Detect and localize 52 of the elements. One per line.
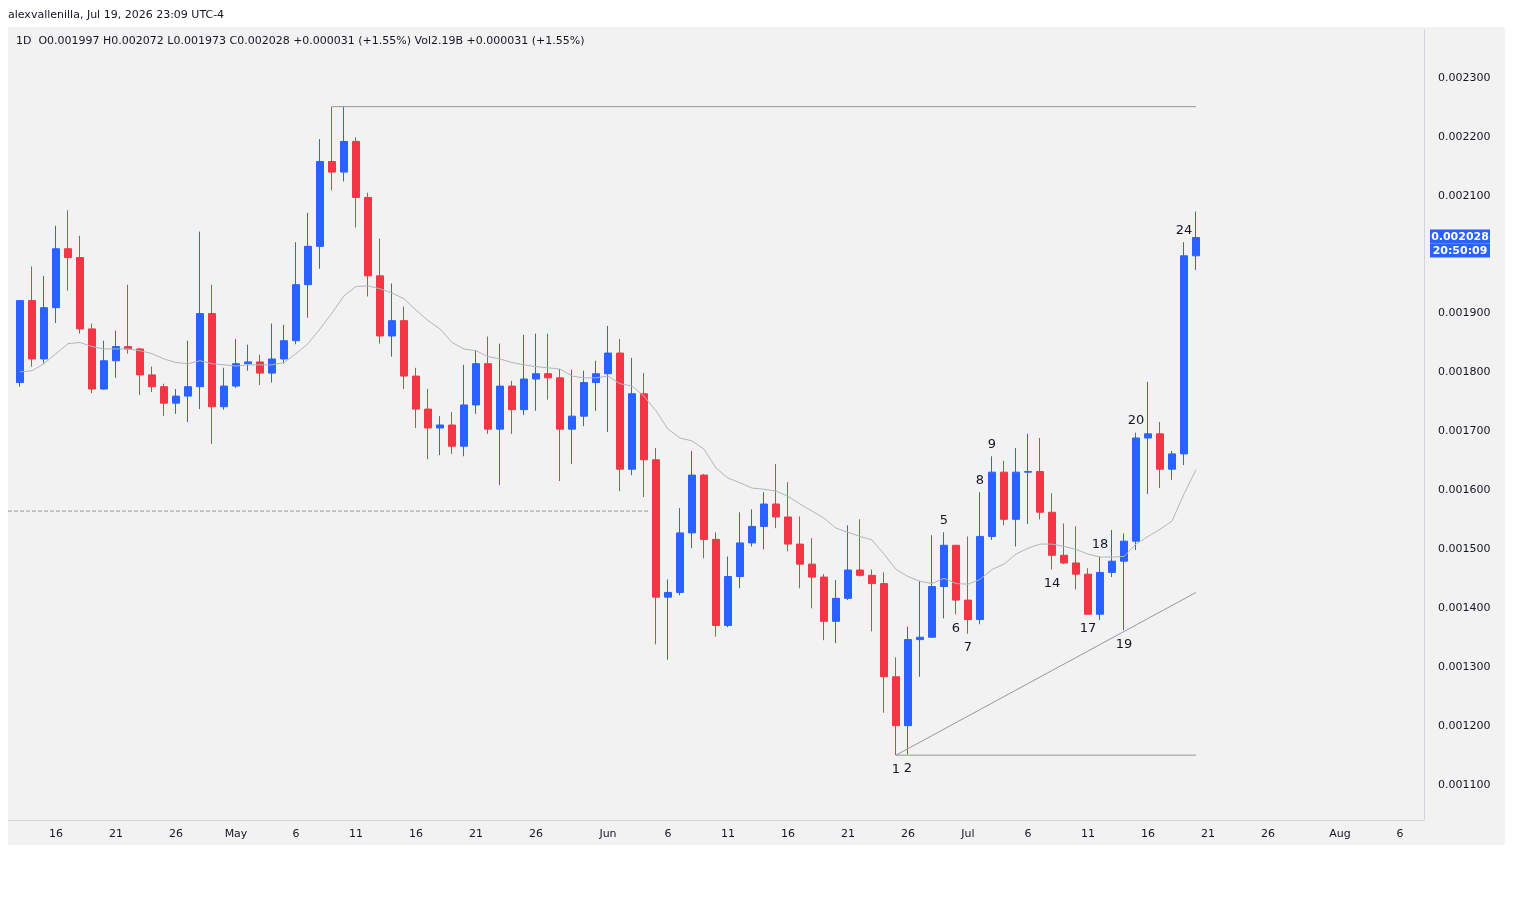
chart-subtitle: 1D O0.001997 H0.002072 L0.001973 C0.002028 +0.000031 (+1.55%) Vol2.19B +0.000031 (+1.55%) <box>16 34 585 47</box>
annotation: 17 <box>1079 619 1097 635</box>
x-tick-label: 11 <box>349 827 363 840</box>
annotation: 1 <box>891 760 901 776</box>
x-tick-label: 16 <box>49 827 63 840</box>
annotation: 20 <box>1127 412 1145 428</box>
y-tick-label: 0.001800 <box>1438 365 1491 379</box>
y-tick-label: 0.001700 <box>1438 424 1491 438</box>
annotation: 2 <box>903 760 913 776</box>
x-tick-label: 16 <box>1141 827 1155 840</box>
annotation: 18 <box>1091 535 1109 551</box>
x-tick-label: 21 <box>841 827 855 840</box>
x-tick-label: 16 <box>409 827 423 840</box>
x-tick-label: 26 <box>901 827 915 840</box>
annotation: 6 <box>951 619 961 635</box>
y-tick-label: 0.001100 <box>1438 778 1491 792</box>
chart-title: alexvallenilla, Jul 19, 2026 23:09 UTC-4 <box>8 8 226 23</box>
x-tick-label: 26 <box>529 827 543 840</box>
x-tick-label: 21 <box>469 827 483 840</box>
y-tick-label: 0.002300 <box>1438 70 1491 84</box>
x-tick-label: Jun <box>598 827 617 840</box>
annotation: 8 <box>975 471 985 487</box>
x-tick-label: 21 <box>109 827 123 840</box>
x-tick-label: 21 <box>1201 827 1215 840</box>
y-tick-label: 0.001400 <box>1438 601 1491 615</box>
text: 0.002028 <box>1431 230 1489 244</box>
annotation: 9 <box>987 435 997 451</box>
y-tick-label: 0.001900 <box>1438 306 1491 320</box>
x-tick-label: May <box>224 827 248 840</box>
y-tick-label: 0.002100 <box>1438 188 1491 202</box>
x-tick-label: 11 <box>1081 827 1095 840</box>
annotation: 14 <box>1043 574 1061 590</box>
annotation: 5 <box>939 511 949 527</box>
x-tick-label: Jul <box>960 827 975 840</box>
x-tick-label: 11 <box>721 827 735 840</box>
y-tick-label: 0.001600 <box>1438 483 1491 497</box>
y-tick-label: 0.001300 <box>1438 660 1491 674</box>
x-tick-label: 6 <box>1024 827 1032 840</box>
y-tick-label: 0.001500 <box>1438 542 1491 556</box>
text: 20:50:09 <box>1432 244 1488 258</box>
x-tick-label: Aug <box>1329 827 1351 840</box>
y-tick-label: 0.002200 <box>1438 129 1491 143</box>
x-tick-label: 6 <box>292 827 300 840</box>
annotation: 19 <box>1115 635 1133 651</box>
x-tick-label: 26 <box>169 827 183 840</box>
x-tick-label: 6 <box>1396 827 1404 840</box>
x-tick-label: 16 <box>781 827 795 840</box>
annotation: 7 <box>963 639 973 655</box>
x-tick-label: 26 <box>1261 827 1275 840</box>
x-tick-label: 6 <box>664 827 672 840</box>
annotation: 24 <box>1175 221 1193 237</box>
y-tick-label: 0.001200 <box>1438 719 1491 733</box>
